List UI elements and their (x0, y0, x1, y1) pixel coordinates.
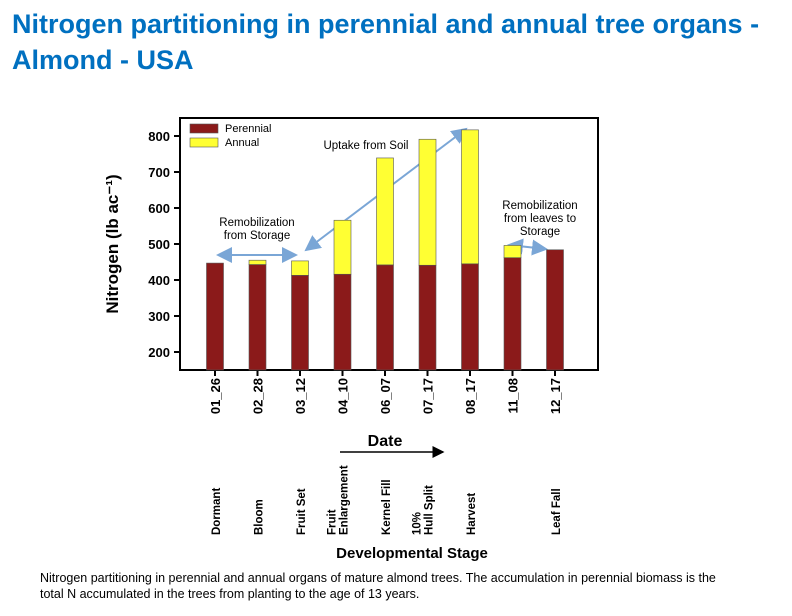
bar-segment (461, 129, 479, 265)
annotation: from leaves to (504, 213, 576, 225)
bar-segment (376, 264, 394, 371)
chart: Nitrogen (lb ac⁻¹) Date Developmental St… (103, 117, 599, 562)
y-tick-label: 800 (148, 129, 170, 144)
stage-label: Harvest (466, 493, 478, 535)
stage-label: Leaf Fall (551, 488, 563, 535)
slide-title: Nitrogen partitioning in perennial and a… (12, 9, 760, 75)
x-tick-label: 06_07 (378, 378, 393, 414)
y-tick-label: 300 (148, 309, 170, 324)
stage-label: Fruit (327, 509, 339, 535)
x-tick-label: 07_17 (421, 378, 436, 414)
stage-axis-label: Developmental Stage (336, 545, 488, 562)
bar-segment (291, 275, 309, 371)
x-axis-label: Date (368, 433, 403, 450)
stage-label: Fruit Set (296, 488, 308, 535)
y-axis-label: Nitrogen (lb ac⁻¹) (103, 174, 122, 313)
stage-label: Enlargement (339, 465, 351, 535)
x-tick-label: 08_17 (463, 378, 478, 414)
legend-label: Perennial (225, 123, 271, 135)
y-tick-label: 700 (148, 165, 170, 180)
stage-label: 10% (412, 512, 424, 535)
bar-segment (503, 245, 522, 258)
bar-segment (418, 138, 437, 266)
annotation: Remobilization (502, 200, 577, 212)
bar-segment (376, 157, 394, 266)
bar-segment (461, 263, 479, 371)
bar-segment (291, 260, 309, 276)
y-tick-label: 600 (148, 201, 170, 216)
annotation: Remobilization (219, 217, 294, 229)
bar-segment (333, 219, 352, 275)
y-tick-label: 500 (148, 237, 170, 252)
legend-label: Annual (225, 137, 259, 149)
bar-segment (248, 264, 267, 371)
bar-segment (248, 259, 267, 265)
annotation: Uptake from Soil (323, 140, 408, 152)
x-tick-label: 01_26 (208, 378, 223, 414)
bar-segment (546, 249, 564, 371)
x-tick-label: 11_08 (506, 378, 521, 413)
stage-label: Dormant (211, 488, 223, 535)
x-tick-label: 02_28 (251, 378, 266, 414)
stage-label: Bloom (254, 499, 266, 535)
bar-segment (206, 262, 224, 371)
y-tick-label: 200 (148, 345, 170, 360)
x-tick-label: 04_10 (336, 378, 351, 414)
x-tick-label: 03_12 (293, 378, 308, 414)
bar-segment (333, 273, 352, 371)
stage-label: Hull Split (424, 485, 436, 535)
stage-label: Kernel Fill (381, 479, 393, 535)
bar-segment (418, 264, 437, 371)
caption: Nitrogen partitioning in perennial and a… (40, 571, 716, 601)
legend-swatch (189, 123, 219, 134)
bar-segment (503, 257, 522, 371)
legend-swatch (189, 137, 219, 148)
annotation: from Storage (224, 230, 290, 242)
x-tick-label: 12_17 (548, 378, 563, 414)
y-tick-label: 400 (148, 273, 170, 288)
annotation: Storage (520, 226, 560, 238)
